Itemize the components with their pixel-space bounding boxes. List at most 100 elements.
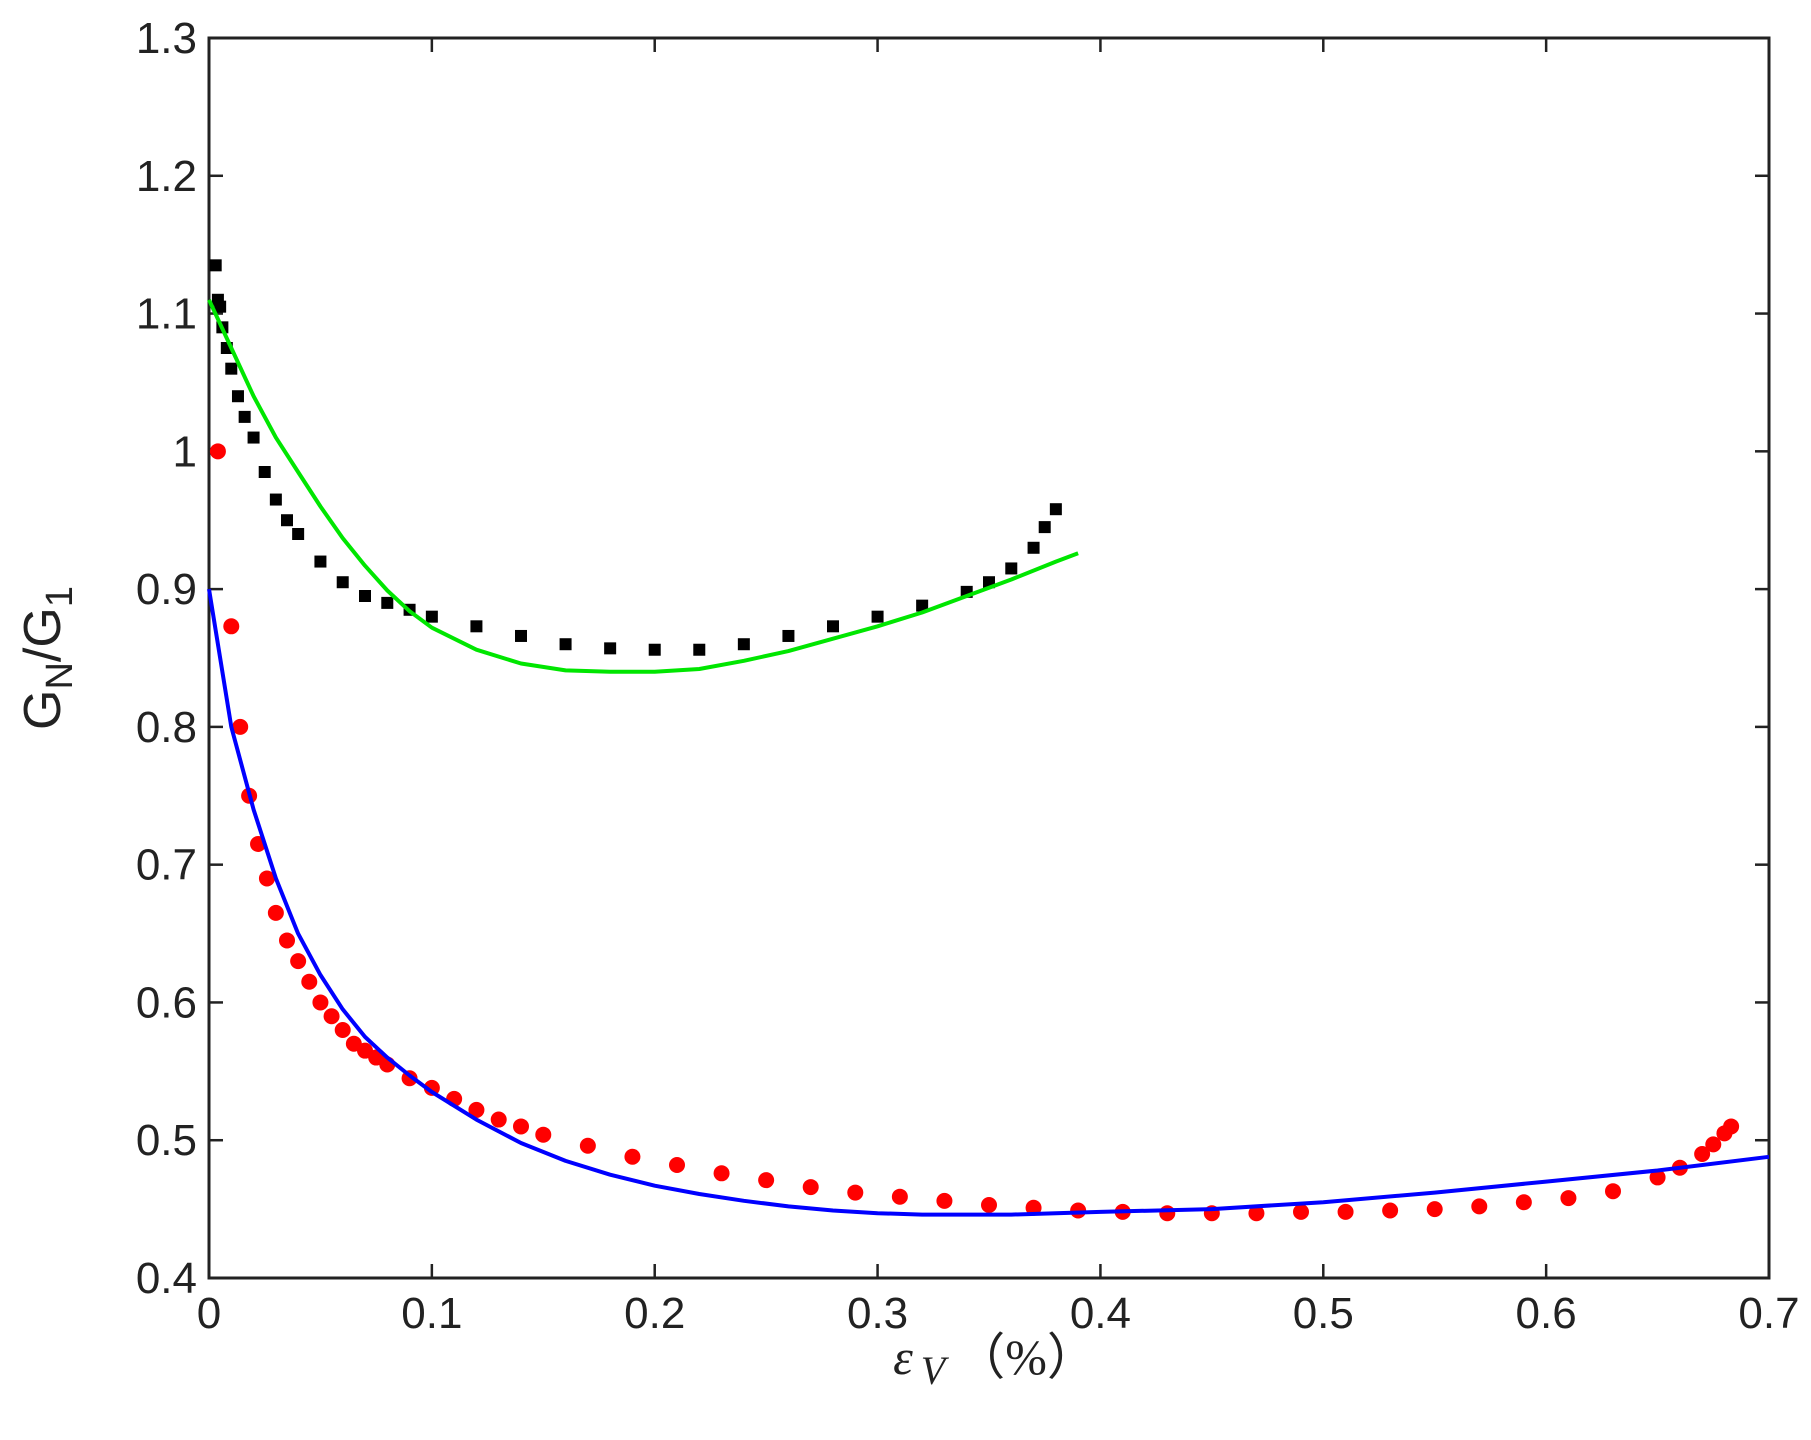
data-point xyxy=(214,300,227,313)
svg-text:εV（%）: ε V （%） xyxy=(893,1329,1097,1393)
data-point xyxy=(1382,1202,1399,1219)
x-tick-label: 0.3 xyxy=(847,1289,908,1338)
data-point xyxy=(871,610,884,623)
y-tick-label: 0.5 xyxy=(136,1116,197,1165)
data-point xyxy=(1515,1194,1532,1211)
x-axis-title-subscript: V xyxy=(921,1348,950,1393)
data-point xyxy=(267,904,284,921)
x-tick-label: 0 xyxy=(197,1289,221,1338)
data-point xyxy=(1293,1203,1309,1220)
series-layer xyxy=(207,259,1770,1222)
y-tick-label: 0.4 xyxy=(136,1254,197,1303)
x-axis-title-symbol: ε xyxy=(893,1329,913,1385)
x-tick-label: 0.4 xyxy=(1070,1289,1131,1338)
data-point xyxy=(209,443,226,460)
data-point xyxy=(1248,1205,1265,1222)
series-2 xyxy=(209,443,1740,1222)
data-point xyxy=(223,618,240,635)
data-point xyxy=(301,973,318,990)
series-0 xyxy=(209,259,1062,656)
x-axis-title: ε V （%） xyxy=(893,1329,1097,1393)
data-point xyxy=(713,1165,730,1182)
plot-area-frame xyxy=(207,36,1771,1280)
data-point xyxy=(535,1126,552,1143)
series-1 xyxy=(207,298,1079,674)
data-point xyxy=(1705,1136,1722,1153)
data-point xyxy=(1159,1205,1176,1222)
data-point xyxy=(1723,1118,1740,1135)
x-tick-label: 0.7 xyxy=(1738,1289,1799,1338)
svg-text:GN/G1: GN/G1 xyxy=(14,586,81,730)
data-point xyxy=(1694,1146,1711,1162)
y-tick-label: 0.6 xyxy=(136,978,197,1027)
data-point xyxy=(1049,503,1062,516)
data-point xyxy=(312,994,329,1011)
data-point xyxy=(323,1008,340,1025)
data-point xyxy=(847,1184,864,1201)
data-point xyxy=(425,610,438,623)
data-point xyxy=(1005,562,1018,575)
data-point xyxy=(782,629,795,642)
data-point xyxy=(1649,1169,1666,1186)
data-point xyxy=(891,1188,908,1205)
y-axis-title: GN/G1 xyxy=(14,586,81,730)
y-axis-title-sub1: N xyxy=(39,662,81,689)
data-point xyxy=(981,1196,997,1213)
data-point xyxy=(648,643,661,656)
data-point xyxy=(423,1079,440,1096)
y-tick-label: 1.2 xyxy=(136,152,197,201)
data-point xyxy=(802,1179,819,1196)
data-point xyxy=(579,1137,596,1154)
data-point xyxy=(916,599,929,612)
data-point xyxy=(624,1148,641,1165)
data-point xyxy=(490,1111,507,1128)
data-point xyxy=(559,638,572,651)
series-line xyxy=(207,588,1770,1217)
y-tick-label: 1.3 xyxy=(136,14,197,63)
data-point xyxy=(279,932,295,949)
data-point xyxy=(231,390,244,403)
data-point xyxy=(258,870,275,887)
series-3 xyxy=(207,588,1770,1217)
data-point xyxy=(1605,1183,1621,1200)
data-point xyxy=(334,1022,351,1038)
data-point xyxy=(1038,521,1051,534)
data-point xyxy=(1560,1190,1577,1207)
y-axis-title-slash: /G xyxy=(14,607,72,662)
data-point xyxy=(381,596,394,609)
data-point xyxy=(232,718,249,735)
data-point xyxy=(468,1101,485,1118)
data-point xyxy=(225,362,238,375)
data-point xyxy=(359,590,371,602)
y-tick-label: 0.9 xyxy=(136,565,197,614)
x-tick-label: 0.2 xyxy=(624,1289,685,1338)
y-tick-label: 1.1 xyxy=(136,290,197,339)
data-point xyxy=(669,1157,685,1174)
data-point xyxy=(827,620,839,633)
series-line xyxy=(207,298,1079,674)
data-point xyxy=(258,466,271,478)
data-point xyxy=(758,1172,775,1189)
data-point xyxy=(936,1192,953,1209)
y-axis-title-sub2: 1 xyxy=(39,586,81,607)
y-tick-label: 1 xyxy=(173,427,197,476)
y-tick-label: 0.7 xyxy=(136,841,197,890)
data-point xyxy=(314,555,327,568)
data-point xyxy=(515,629,527,642)
data-point xyxy=(1027,541,1040,554)
data-point xyxy=(209,259,222,272)
data-point xyxy=(336,576,349,589)
x-tick-label: 0.1 xyxy=(401,1289,462,1338)
data-point xyxy=(1426,1201,1443,1218)
data-point xyxy=(737,638,750,651)
data-point xyxy=(1337,1203,1354,1220)
data-point xyxy=(290,953,307,970)
x-tick-label: 0.6 xyxy=(1516,1289,1577,1338)
y-tick-label: 0.8 xyxy=(136,703,197,752)
data-point xyxy=(470,620,483,633)
data-point xyxy=(247,431,260,444)
x-tick-label: 0.5 xyxy=(1293,1289,1354,1338)
data-point xyxy=(281,514,293,527)
